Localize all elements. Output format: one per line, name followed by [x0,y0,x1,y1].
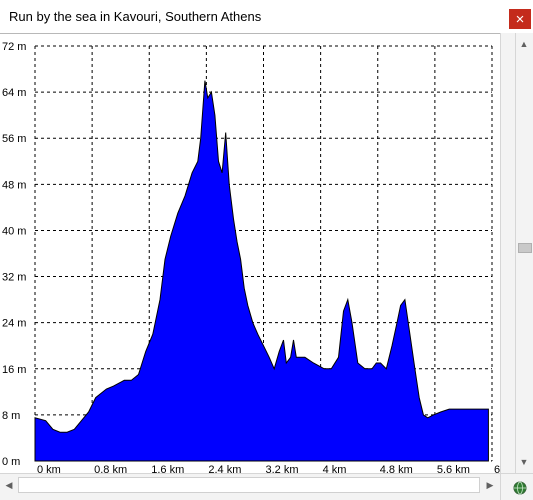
y-tick-label: 48 m [2,179,26,191]
y-tick-label: 0 m [2,456,20,468]
scroll-right-arrow-icon[interactable]: ▶ [486,479,494,490]
scroll-left-arrow-icon[interactable]: ◀ [5,479,13,490]
window-title: Run by the sea in Kavouri, Southern Athe… [9,9,262,24]
close-icon: × [515,10,525,28]
vertical-scroll-thumb[interactable] [518,243,532,253]
y-tick-label: 8 m [2,410,20,422]
y-tick-label: 32 m [2,272,26,284]
scroll-down-arrow-icon[interactable]: ▼ [519,457,529,467]
globe-icon[interactable] [513,481,527,495]
title-bar: Run by the sea in Kavouri, Southern Athe… [0,0,533,33]
horizontal-scrollbar[interactable]: ◀ ▶ [0,473,500,500]
scroll-up-arrow-icon[interactable]: ▲ [519,39,529,49]
y-tick-label: 72 m [2,41,26,53]
horizontal-scroll-track[interactable] [18,477,480,493]
scrollbar-divider [515,33,516,473]
elevation-chart: 0 m 8 m 16 m 24 m 32 m 40 m 48 m 56 m 64 m 72 m 0… [2,41,509,476]
y-axis-ticks: 0 m 8 m 16 m 24 m 32 m 40 m 48 m 56 m 64 m 72 m [2,41,26,468]
elevation-series-area [34,80,489,462]
elevation-chart-area: 0 m 8 m 16 m 24 m 32 m 40 m 48 m 56 m 64 m 72 m 0… [0,33,509,476]
elevation-area [34,80,489,462]
y-tick-label: 56 m [2,133,26,145]
y-tick-label: 16 m [2,364,26,376]
vertical-scrollbar[interactable]: ▲ ▼ [500,33,533,473]
y-tick-label: 40 m [2,225,26,237]
y-tick-label: 24 m [2,318,26,330]
close-button[interactable]: × [509,9,531,29]
y-tick-label: 64 m [2,87,26,99]
